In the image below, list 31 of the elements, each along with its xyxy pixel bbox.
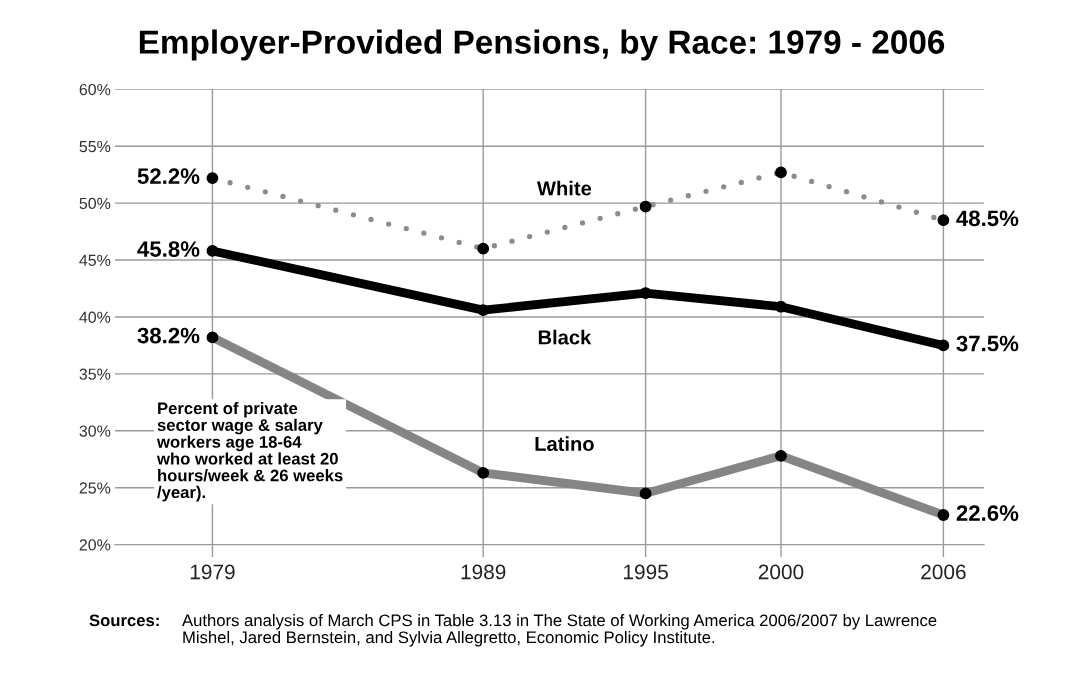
x-tick-label: 2000 [758, 564, 804, 580]
text: Authors analysis of March CPS in Table 3.13 in The State of Working America 2006/2007 by Lawrence Mishel, Jared Bernstein, and Sylvia Allegretto, Economic Policy Institute. [182, 614, 937, 647]
chart-title: Employer-Provided Pensions, by Race: 1979 - 2006 [139, 29, 945, 61]
y-tick-label: 45% [79, 254, 111, 266]
y-tick-label: 60% [79, 83, 111, 96]
y-tick-label: 40% [79, 311, 111, 323]
point [639, 287, 652, 299]
x-tick-label: 1995 [624, 564, 668, 580]
y-tick-label: 50% [79, 197, 111, 210]
x-tick-label: 1979 [190, 564, 235, 580]
y-tick-label: 35% [79, 368, 111, 380]
data-label: 52.2% [137, 168, 200, 185]
y-tick-label: 20% [79, 539, 111, 551]
data-label: 22.6% [956, 505, 1019, 521]
series-label: White [537, 180, 592, 196]
x-tick-label: 1989 [461, 564, 506, 580]
x-tick-label: 2006 [921, 564, 966, 580]
data-label: 37.5% [956, 335, 1019, 352]
source-note: Sources: [89, 614, 159, 627]
point [937, 339, 950, 352]
y-tick-label: 25% [79, 482, 111, 494]
y-tick-label: 30% [79, 425, 111, 437]
annotation: Percent of private sector wage & salary workers age 18-64 who worked at least 20 hours/week & 26 weeks /year). [156, 402, 343, 502]
data-label: 45.8% [137, 241, 200, 257]
point [775, 300, 787, 313]
data-label: 38.2% [137, 327, 200, 344]
series-label: Latino [535, 436, 594, 452]
series-label: Black [538, 329, 592, 345]
data-label: 48.5% [956, 210, 1019, 227]
y-tick-label: 55% [79, 140, 111, 153]
point [206, 245, 219, 257]
